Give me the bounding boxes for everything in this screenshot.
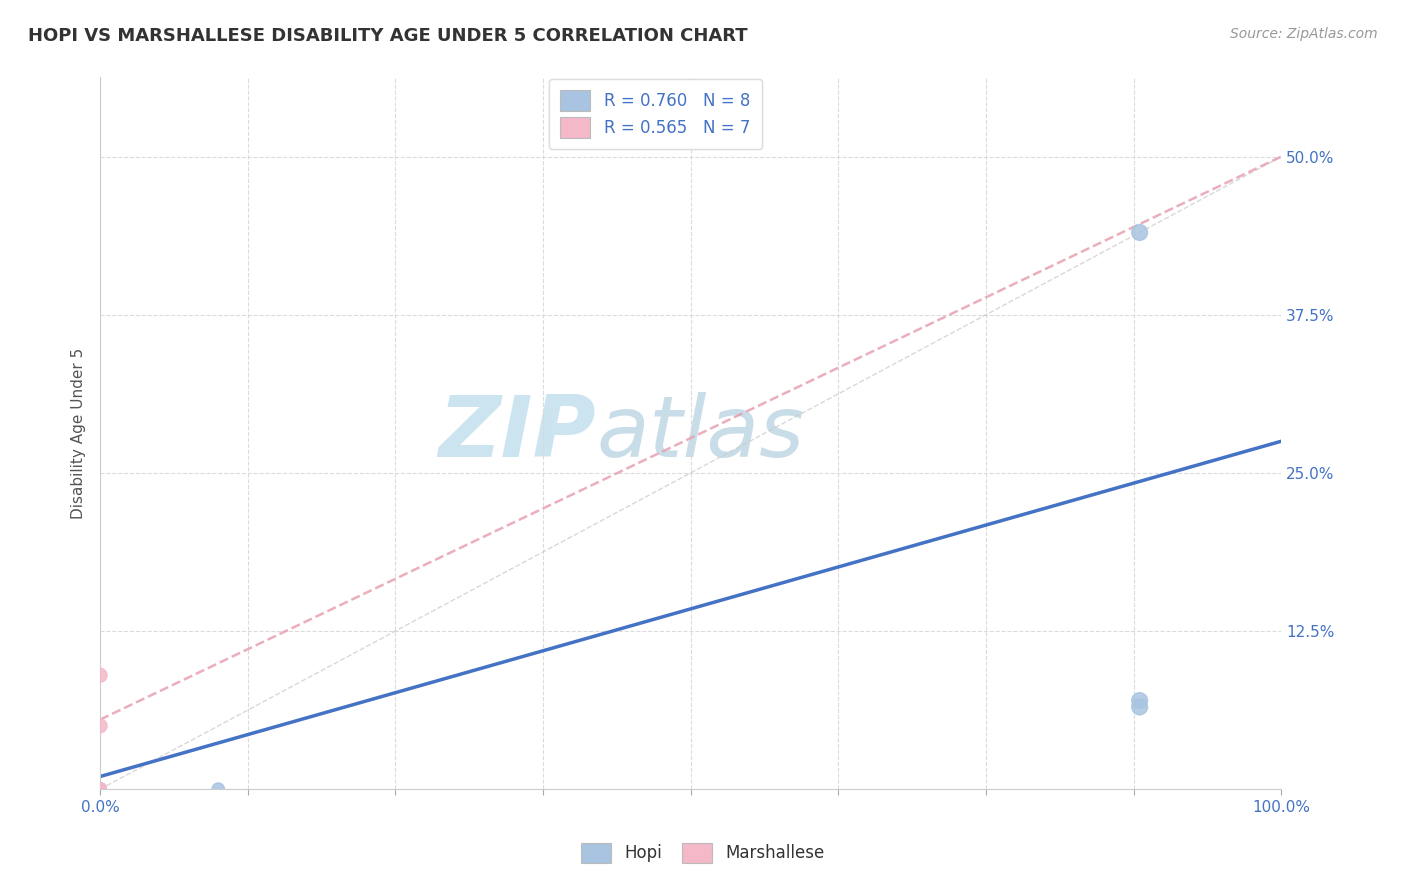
- Point: [89, 782, 111, 797]
- Point: [89, 782, 111, 797]
- Point: [1129, 226, 1152, 240]
- Text: ZIP: ZIP: [439, 392, 596, 475]
- Point: [89, 782, 111, 797]
- Point: [89, 668, 111, 682]
- Point: [89, 782, 111, 797]
- Point: [1129, 699, 1152, 714]
- Point: [89, 782, 111, 797]
- Point: [89, 782, 111, 797]
- Text: HOPI VS MARSHALLESE DISABILITY AGE UNDER 5 CORRELATION CHART: HOPI VS MARSHALLESE DISABILITY AGE UNDER…: [28, 27, 748, 45]
- Legend: Hopi, Marshallese: Hopi, Marshallese: [569, 831, 837, 875]
- Point: [89, 782, 111, 797]
- Point: [207, 782, 229, 797]
- Text: Source: ZipAtlas.com: Source: ZipAtlas.com: [1230, 27, 1378, 41]
- Text: atlas: atlas: [596, 392, 804, 475]
- Y-axis label: Disability Age Under 5: Disability Age Under 5: [72, 348, 86, 519]
- Point: [89, 782, 111, 797]
- Point: [1129, 693, 1152, 707]
- Point: [89, 782, 111, 797]
- Legend: R = 0.760   N = 8, R = 0.565   N = 7: R = 0.760 N = 8, R = 0.565 N = 7: [548, 78, 762, 149]
- Point: [89, 719, 111, 733]
